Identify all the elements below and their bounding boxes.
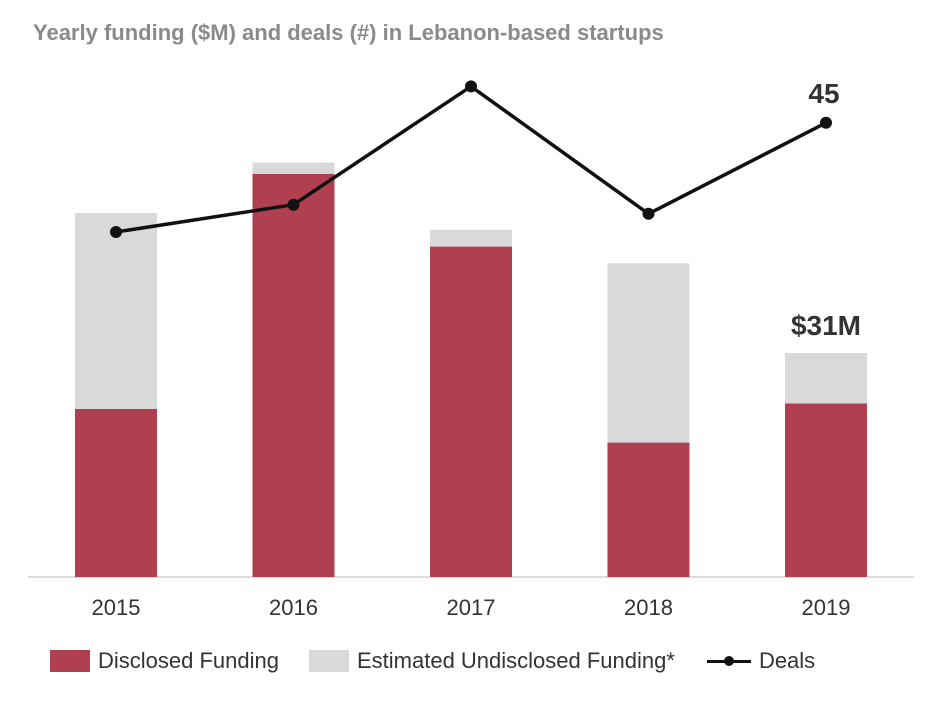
chart-legend: Disclosed Funding Estimated Undisclosed …: [50, 648, 815, 674]
x-tick-label-2016: 2016: [269, 595, 318, 620]
legend-label-deals: Deals: [758, 648, 816, 673]
bar-disclosed-2016: [252, 173, 335, 578]
deals-point-2018: [642, 207, 655, 220]
annotation-deals-2019: 45: [808, 78, 839, 109]
deals-point-2015: [110, 226, 122, 238]
x-tick-label-2015: 2015: [92, 595, 141, 620]
legend-item-deals: Deals: [705, 648, 815, 674]
x-tick-label-2019: 2019: [802, 595, 851, 620]
deals-point-2017: [465, 80, 477, 93]
legend-swatch-undisclosed: [308, 650, 349, 672]
deals-point-2019: [820, 116, 832, 129]
legend-swatch-deals: [705, 650, 753, 672]
legend-label-disclosed: Disclosed Funding: [98, 648, 279, 673]
deals-line: [115, 84, 827, 234]
bar-disclosed-2019: [785, 403, 867, 577]
x-tick-label-2017: 2017: [447, 595, 496, 620]
bar-undisclosed-2019: [785, 353, 867, 404]
bar-disclosed-2017: [430, 246, 512, 577]
bar-undisclosed-2015: [75, 213, 157, 409]
legend-item-undisclosed: Estimated Undisclosed Funding*: [308, 648, 675, 674]
bar-undisclosed-2017: [430, 229, 512, 247]
deals-point-2016: [287, 198, 300, 211]
bar-disclosed-2018: [607, 442, 690, 577]
bar-disclosed-2015: [75, 409, 157, 577]
bar-undisclosed-2016: [252, 162, 335, 174]
legend-item-disclosed: Disclosed Funding: [50, 648, 279, 674]
legend-swatch-disclosed: [50, 650, 90, 672]
chart-title: Yearly funding ($M) and deals (#) in Leb…: [33, 20, 664, 45]
bar-undisclosed-2018: [607, 263, 690, 443]
annotation-total-2019: $31M: [791, 310, 861, 341]
x-tick-label-2018: 2018: [624, 595, 673, 620]
legend-label-undisclosed: Estimated Undisclosed Funding*: [356, 648, 675, 673]
